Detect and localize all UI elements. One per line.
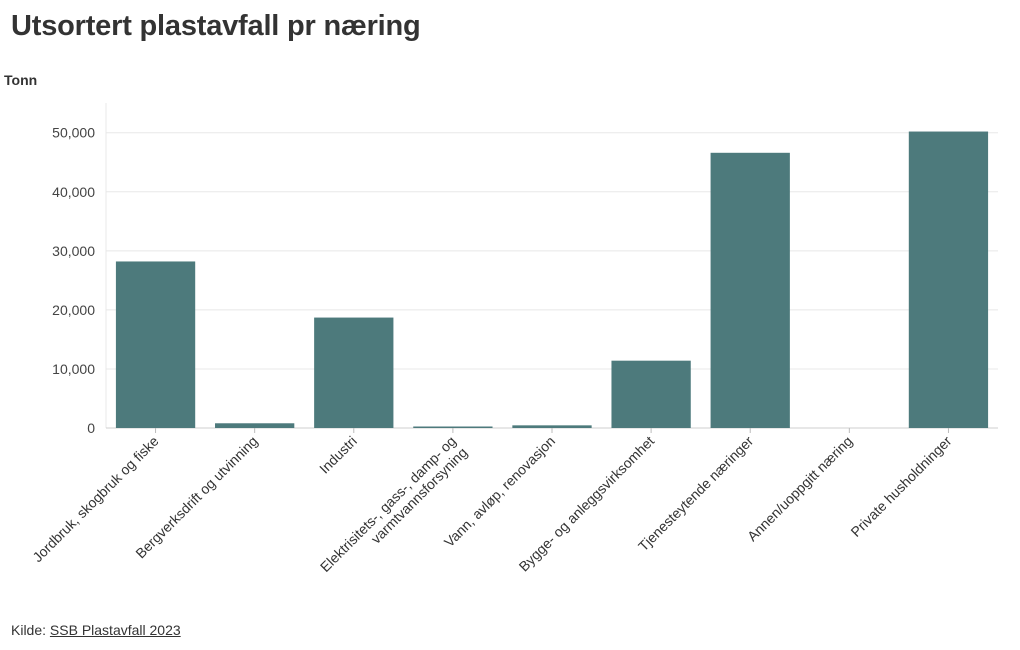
bar[interactable]: [611, 360, 691, 428]
x-tick-label-line: Annen/uoppgitt næring: [744, 433, 855, 544]
source-note: Kilde: SSB Plastavfall 2023: [11, 622, 181, 638]
bar[interactable]: [710, 152, 790, 429]
bar[interactable]: [908, 131, 989, 429]
y-tick-label: 10,000: [52, 361, 95, 377]
x-tick-label-line: Tjenesteytende næringer: [635, 433, 757, 555]
y-tick-label: 0: [87, 420, 95, 436]
y-tick-label: 40,000: [52, 184, 95, 200]
y-tick-label: 50,000: [52, 125, 95, 141]
x-tick-label: Industri: [316, 433, 360, 477]
bar[interactable]: [115, 261, 196, 428]
x-tick-label-line: Industri: [316, 433, 360, 477]
y-tick-label: 20,000: [52, 302, 95, 318]
y-tick-label: 30,000: [52, 243, 95, 259]
x-tick-label: Annen/uoppgitt næring: [744, 433, 855, 544]
bar[interactable]: [314, 317, 394, 428]
bar[interactable]: [512, 425, 592, 428]
bar[interactable]: [215, 423, 295, 428]
source-link[interactable]: SSB Plastavfall 2023: [49, 622, 181, 638]
bar-chart: 010,00020,00030,00040,00050,000Jordbruk,…: [29, 103, 998, 575]
source-prefix: Kilde:: [11, 622, 47, 638]
bar[interactable]: [413, 426, 493, 429]
y-axis-label: Tonn: [4, 72, 38, 88]
x-tick-label: Private husholdninger: [847, 433, 954, 540]
x-tick-label-line: Private husholdninger: [847, 433, 954, 540]
x-tick-label: Tjenesteytende næringer: [635, 433, 757, 555]
chart-title: Utsortert plastavfall pr næring: [11, 10, 421, 42]
